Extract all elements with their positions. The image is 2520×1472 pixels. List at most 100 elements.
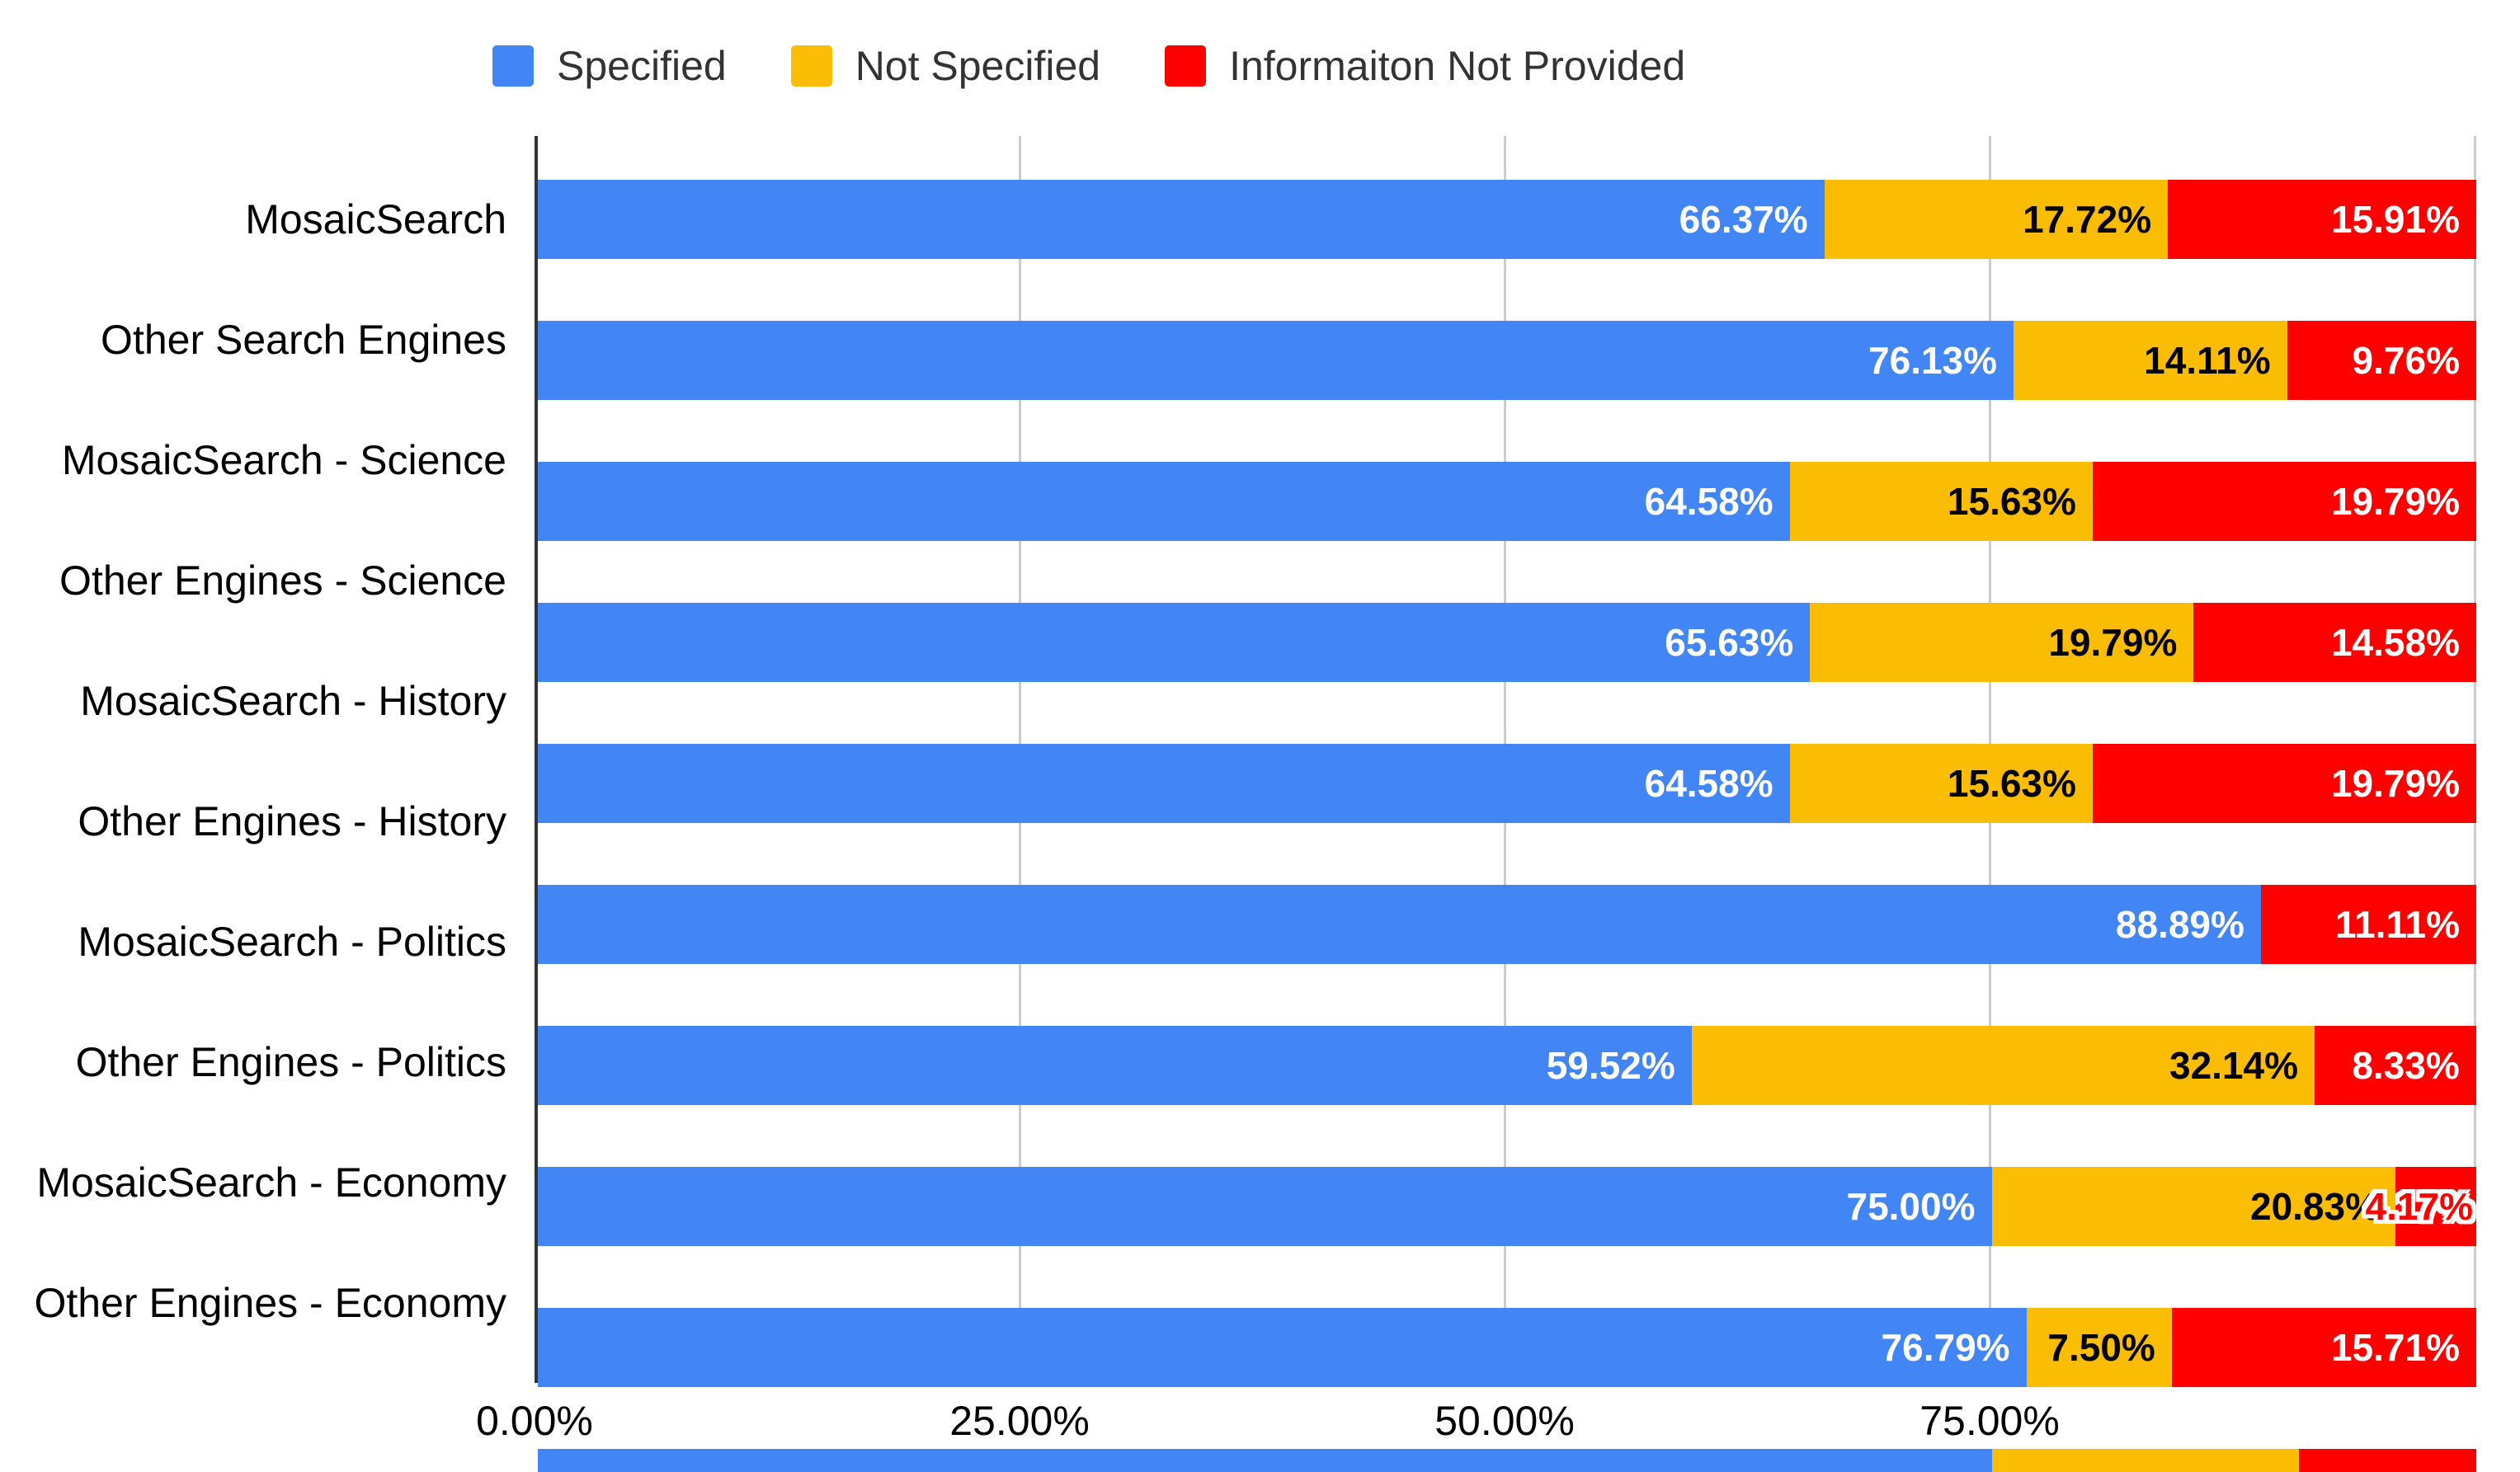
x-tick-label: 0.00% — [476, 1398, 593, 1444]
bar-segment: 20.83% — [1991, 1167, 2395, 1246]
legend-swatch-icon — [1165, 45, 1207, 87]
x-tick-label: 75.00% — [1919, 1398, 2060, 1444]
bar-segment: 19.79% — [1810, 603, 2194, 682]
data-label: 32.14% — [2169, 1044, 2298, 1087]
stacked-bar: 66.37% 17.72% 15.91% — [538, 180, 2476, 259]
data-label: 19.79% — [2048, 621, 2178, 664]
stacked-bar: 75.00% 15.83% 9.17% — [538, 1449, 2476, 1472]
data-label: 15.71% — [2330, 1326, 2460, 1369]
bar-segment: 76.13% — [538, 321, 2014, 400]
stacked-bar: 76.13% 14.11% 9.76% — [538, 321, 2476, 400]
bar-segment: 11.11% — [2260, 885, 2476, 964]
data-label: 17.72% — [2023, 198, 2152, 241]
category-axis: MosaicSearch Other Search Engines MosaicSe… — [0, 159, 507, 1363]
data-label: 76.13% — [1868, 339, 1998, 382]
data-label: 14.11% — [2144, 339, 2271, 382]
data-label: 14.58% — [2330, 621, 2460, 664]
bar-row: 65.63% 19.79% 14.58% — [538, 603, 2476, 723]
x-tick-label: 25.00% — [949, 1398, 1090, 1444]
data-label: 7.50% — [2047, 1326, 2155, 1369]
bar-segment: 64.58% — [538, 744, 1790, 823]
bar-segment: 19.79% — [2092, 744, 2476, 823]
data-label: 9.76% — [2352, 339, 2460, 382]
bar-row: 64.58% 15.63% 19.79% — [538, 462, 2476, 582]
data-label: 11.11% — [2335, 903, 2460, 946]
bar-segment: 14.58% — [2193, 603, 2476, 682]
bar-segment: 75.00% — [538, 1449, 1992, 1472]
bar-segment: 15.71% — [2171, 1308, 2476, 1387]
legend-item: Informaiton Not Provided — [1165, 42, 1685, 90]
bar-row: 76.13% 14.11% 9.76% — [538, 321, 2476, 441]
stacked-bar: 75.00% 20.83% 4.17% — [538, 1167, 2476, 1246]
bar-segment: 15.83% — [1991, 1449, 2299, 1472]
legend-item-label: Specified — [557, 43, 727, 89]
x-tick-label: 50.00% — [1434, 1398, 1575, 1444]
data-label: 15.91% — [2330, 198, 2460, 241]
bar-segment: 76.79% — [538, 1308, 2027, 1387]
category-label: Other Engines - Economy — [34, 1280, 507, 1326]
data-label: 19.79% — [2330, 762, 2460, 805]
bar-segment: 4.17% — [2366, 1167, 2476, 1246]
stacked-bar: 64.58% 15.63% 19.79% — [538, 462, 2476, 541]
stacked-bar: 64.58% 15.63% 19.79% — [538, 744, 2476, 823]
stacked-bar: 76.79% 7.50% 15.71% — [538, 1308, 2476, 1387]
legend-item: Not Specified — [790, 42, 1101, 90]
category-label: Other Engines - Science — [59, 557, 506, 604]
stacked-bar: 65.63% 19.79% 14.58% — [538, 603, 2476, 682]
bar-row: 75.00% 15.83% 9.17% — [538, 1449, 2476, 1472]
bar-segment: 14.11% — [2014, 321, 2287, 400]
data-label: 4.17% — [2365, 1185, 2473, 1228]
data-label: 20.83% — [2249, 1185, 2379, 1228]
data-label: 66.37% — [1679, 198, 1808, 241]
bar-row: 75.00% 20.83% 4.17% — [538, 1167, 2476, 1287]
legend-item: Specified — [492, 42, 727, 90]
bar-row: 64.58% 15.63% 19.79% — [538, 744, 2476, 864]
bar-segment: 32.14% — [1691, 1026, 2315, 1105]
data-label: 88.89% — [2115, 903, 2244, 946]
data-label: 59.52% — [1546, 1044, 1675, 1087]
category-label: MosaicSearch - Economy — [36, 1159, 506, 1206]
bar-segment: 9.17% — [2298, 1449, 2476, 1472]
data-label: 15.63% — [1947, 480, 2076, 523]
bar-segment: 7.50% — [2026, 1308, 2172, 1387]
axis-line — [535, 136, 538, 1383]
data-label: 15.83% — [2153, 1466, 2298, 1472]
bar-segment: 75.00% — [538, 1167, 1992, 1246]
chart-legend: Specified Not Specified Informaiton Not Pr… — [492, 42, 1685, 90]
data-label: 75.00% — [1846, 1466, 1991, 1472]
data-label: 65.63% — [1665, 621, 1794, 664]
data-label: 8.33% — [2352, 1044, 2460, 1087]
bar-segment: 88.89% — [538, 885, 2261, 964]
stacked-bar: 88.89% 11.11% — [538, 885, 2476, 964]
data-label: 64.58% — [1644, 480, 1773, 523]
bar-row: 88.89% 11.11% — [538, 885, 2476, 1005]
data-label: 9.17% — [2353, 1466, 2476, 1472]
data-label: 64.58% — [1644, 762, 1773, 805]
data-label: 76.79% — [1881, 1326, 2010, 1369]
category-label: Other Engines - History — [78, 798, 506, 844]
bar-segment: 17.72% — [1824, 180, 2169, 259]
category-label: MosaicSearch - History — [80, 678, 506, 724]
category-label: MosaicSearch — [245, 196, 506, 242]
bar-segment: 15.63% — [1789, 744, 2093, 823]
legend-item-label: Informaiton Not Provided — [1229, 43, 1686, 89]
bar-segment: 19.79% — [2092, 462, 2476, 541]
bar-segment: 64.58% — [538, 462, 1790, 541]
data-label: 19.79% — [2330, 480, 2460, 523]
bar-segment: 15.63% — [1789, 462, 2093, 541]
data-label: 15.63% — [1947, 762, 2076, 805]
bar-segment: 9.76% — [2287, 321, 2476, 400]
bars-container: 66.37% 17.72% 15.91% 76.13% 14.11% 9.76% 64.58… — [538, 159, 2476, 1472]
bar-row: 59.52% 32.14% 8.33% — [538, 1026, 2476, 1146]
legend-swatch-icon — [492, 45, 534, 87]
category-label: Other Search Engines — [101, 317, 506, 363]
category-label: MosaicSearch - Science — [61, 437, 506, 483]
bar-row: 76.79% 7.50% 15.71% — [538, 1308, 2476, 1428]
bar-segment: 66.37% — [538, 180, 1825, 259]
legend-item-label: Not Specified — [855, 43, 1101, 89]
bar-segment: 8.33% — [2315, 1026, 2476, 1105]
bar-segment: 65.63% — [538, 603, 1811, 682]
bar-row: 66.37% 17.72% 15.91% — [538, 180, 2476, 300]
